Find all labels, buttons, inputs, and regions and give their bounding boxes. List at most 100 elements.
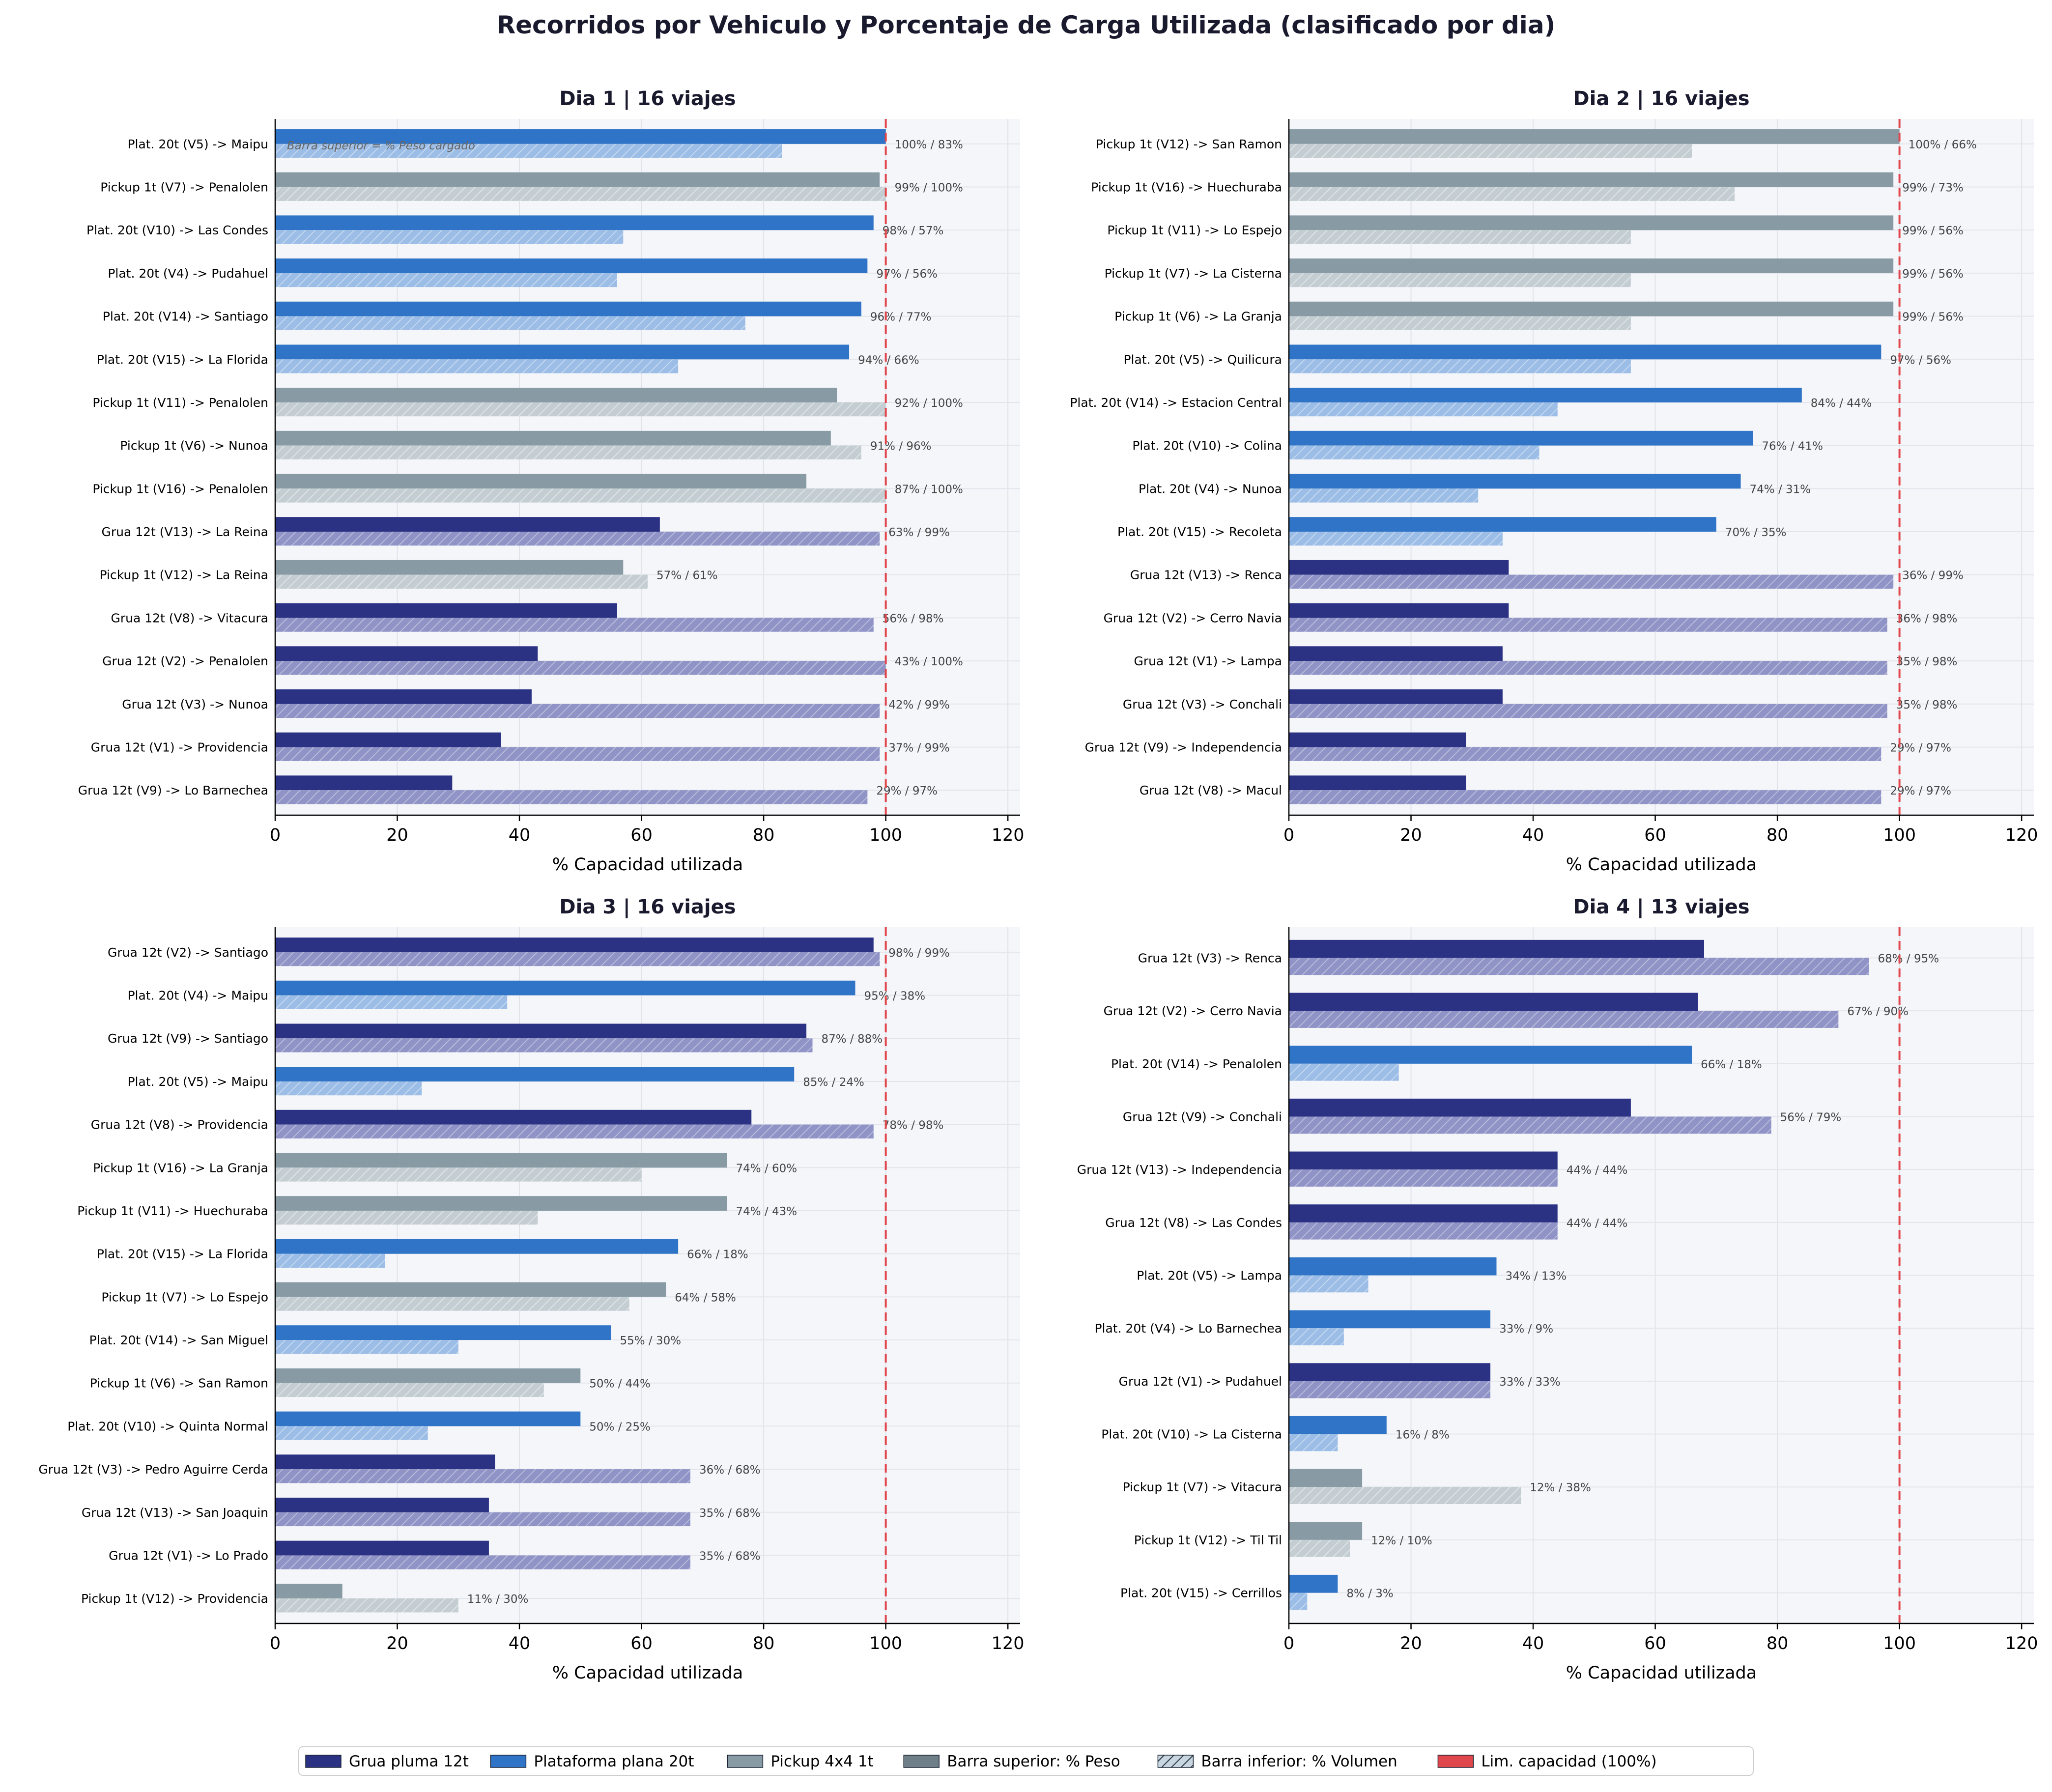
data-label: 34% / 13% (1505, 1270, 1567, 1283)
bar-volumen (275, 1340, 458, 1354)
bar-group: Plat. 20t (V15) -> La Florida 66% / 18% (97, 1239, 748, 1268)
bar-peso (275, 1454, 495, 1470)
data-label: 35% / 98% (1896, 655, 1958, 668)
bar-peso (275, 1540, 489, 1556)
bar-group: Pickup 1t (V7) -> Lo Espejo 64% / 58% (101, 1282, 736, 1311)
category-label: Grua 12t (V2) -> Cerro Navia (1104, 1004, 1282, 1018)
bar-volumen (275, 618, 874, 632)
bar-group: Grua 12t (V2) -> Cerro Navia 36% / 98% (1104, 603, 1957, 632)
category-label: Plat. 20t (V10) -> La Cisterna (1101, 1427, 1282, 1442)
bar-volumen (1289, 1487, 1521, 1504)
bar-volumen (1289, 532, 1503, 546)
category-label: Plat. 20t (V5) -> Maipu (127, 1075, 268, 1089)
category-label: Pickup 1t (V7) -> Penalolen (100, 180, 268, 195)
bar-group: Plat. 20t (V15) -> Recoleta 70% / 35% (1117, 517, 1787, 546)
x-axis-label: % Capacidad utilizada (552, 1663, 743, 1683)
bar-volumen (1289, 187, 1735, 201)
data-label: 43% / 100% (895, 655, 963, 668)
legend-swatch (1157, 1755, 1194, 1768)
data-label: 96% / 77% (870, 311, 932, 324)
data-label: 92% / 100% (895, 397, 963, 410)
bar-group: Grua 12t (V8) -> Vitacura 56% / 98% (111, 603, 943, 632)
bar-group: Grua 12t (V13) -> Independencia 44% / 44% (1077, 1151, 1627, 1187)
panel-title: Dia 3 | 16 viajes (559, 896, 736, 919)
bar-peso (1289, 1469, 1363, 1487)
legend-swatch (1437, 1755, 1474, 1768)
legend-item: Pickup 4x4 1t (727, 1753, 874, 1770)
bar-peso (1289, 430, 1753, 446)
bar-volumen (275, 1124, 874, 1138)
x-tick-label: 60 (630, 825, 653, 845)
category-label: Grua 12t (V13) -> San Joaquin (82, 1506, 268, 1520)
bar-volumen (275, 1297, 629, 1311)
bar-peso (275, 215, 874, 230)
category-label: Grua 12t (V13) -> La Reina (101, 525, 268, 539)
bar-volumen (1289, 1169, 1558, 1187)
bar-group: Plat. 20t (V5) -> Lampa 34% / 13% (1137, 1257, 1567, 1293)
category-label: Pickup 1t (V11) -> Huechuraba (77, 1204, 268, 1218)
data-label: 56% / 98% (883, 612, 944, 625)
data-label: 78% / 98% (883, 1119, 944, 1132)
category-label: Pickup 1t (V6) -> Nunoa (120, 439, 268, 453)
bar-group: Grua 12t (V1) -> Pudahuel 33% / 33% (1119, 1363, 1561, 1398)
bar-peso (1289, 258, 1894, 273)
bar-peso (275, 301, 861, 316)
bar-group: Grua 12t (V13) -> La Reina 63% / 99% (101, 517, 950, 546)
bar-peso (275, 1067, 795, 1081)
category-label: Grua 12t (V8) -> Macul (1140, 783, 1282, 797)
bar-peso (1289, 1046, 1692, 1064)
category-label: Grua 12t (V9) -> Conchali (1123, 1109, 1282, 1124)
category-label: Plat. 20t (V5) -> Maipu (127, 137, 268, 151)
bar-group: Pickup 1t (V11) -> Penalolen 92% / 100% (92, 388, 963, 417)
bar-volumen (1289, 1116, 1771, 1134)
bar-volumen (275, 359, 679, 373)
bar-peso (275, 689, 532, 704)
category-label: Grua 12t (V2) -> Santiago (108, 945, 268, 960)
category-label: Plat. 20t (V15) -> Cerrillos (1120, 1586, 1282, 1600)
bar-group: Plat. 20t (V14) -> San Miguel 55% / 30% (89, 1325, 681, 1354)
x-tick-label: 40 (509, 1634, 531, 1653)
x-axis-label: % Capacidad utilizada (1566, 1663, 1757, 1683)
data-label: 100% / 66% (1909, 139, 1977, 151)
category-label: Grua 12t (V1) -> Pudahuel (1119, 1374, 1282, 1389)
bar-group: Pickup 1t (V16) -> Penalolen 87% / 100% (92, 474, 963, 503)
bar-peso (1289, 646, 1503, 661)
bar-peso (275, 388, 837, 402)
chart-panel-dia-2: Dia 2 | 16 viajes Pickup 1t (V12) -> San … (1070, 87, 2038, 875)
data-label: 35% / 68% (699, 1507, 761, 1520)
bar-peso (1289, 939, 1704, 958)
bar-peso (1289, 1574, 1338, 1593)
bar-volumen (275, 952, 880, 967)
x-tick-label: 80 (1767, 1634, 1789, 1653)
bar-group: Pickup 1t (V12) -> Providencia 11% / 30% (81, 1584, 528, 1613)
bar-peso (1289, 689, 1503, 704)
bar-peso (275, 1109, 752, 1125)
category-label: Grua 12t (V8) -> Vitacura (111, 611, 268, 625)
bar-group: Grua 12t (V3) -> Nunoa 42% / 99% (122, 689, 950, 718)
data-label: 63% / 99% (888, 526, 950, 539)
bar-peso (1289, 1257, 1497, 1276)
bar-peso (275, 172, 880, 187)
category-label: Grua 12t (V13) -> Renca (1130, 568, 1282, 582)
bar-peso (275, 980, 855, 996)
category-label: Plat. 20t (V4) -> Pudahuel (108, 266, 268, 281)
bar-peso (1289, 1151, 1558, 1170)
bar-peso (275, 1497, 489, 1512)
bar-volumen (275, 1167, 642, 1182)
bar-group: Pickup 1t (V16) -> Huechuraba 99% / 73% (1091, 172, 1964, 201)
data-label: 67% / 90% (1847, 1005, 1909, 1018)
bar-volumen (1289, 574, 1894, 589)
category-label: Pickup 1t (V16) -> Penalolen (92, 482, 268, 496)
data-label: 70% / 35% (1725, 526, 1787, 539)
bar-group: Plat. 20t (V5) -> Maipu 85% / 24% (127, 1067, 864, 1096)
bar-peso (1289, 993, 1698, 1011)
category-label: Pickup 1t (V11) -> Penalolen (92, 396, 268, 410)
bar-peso (275, 1368, 581, 1383)
bar-volumen (1289, 445, 1539, 459)
x-axis-label: % Capacidad utilizada (1566, 855, 1757, 875)
category-label: Grua 12t (V9) -> Santiago (108, 1031, 268, 1046)
data-label: 16% / 8% (1396, 1429, 1450, 1442)
bar-group: Grua 12t (V8) -> Macul 29% / 97% (1140, 775, 1951, 804)
category-label: Grua 12t (V1) -> Providencia (91, 740, 268, 754)
data-label: 87% / 100% (895, 483, 963, 496)
